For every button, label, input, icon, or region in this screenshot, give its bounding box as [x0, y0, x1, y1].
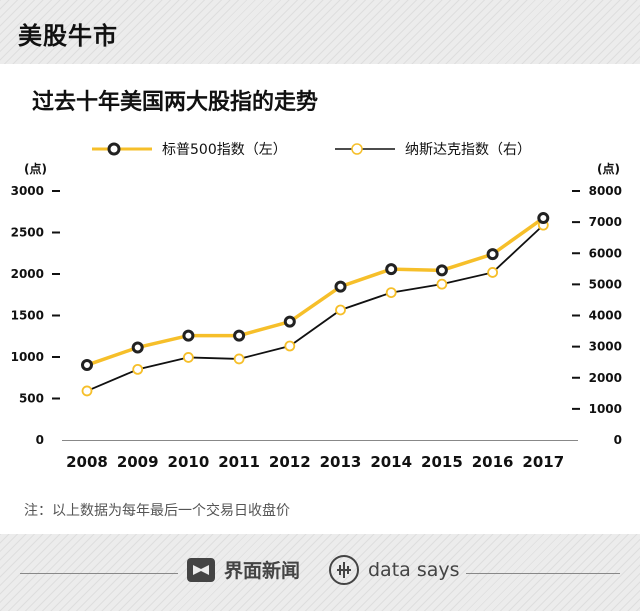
x-tick-label: 2010 [168, 453, 210, 471]
footer-logo-jiemian: 界面新闻 [186, 556, 300, 583]
data-point-sp500 [131, 341, 144, 354]
x-tick-label: 2013 [320, 453, 362, 471]
data-point-sp500 [537, 212, 550, 225]
data-point-sp500 [233, 329, 246, 342]
datasays-logo-icon [329, 555, 359, 585]
x-tick-label: 2008 [66, 453, 108, 471]
left-tick-label: 2000 [11, 267, 44, 281]
x-tick-label: 2009 [117, 453, 159, 471]
data-point-nasdaq [436, 278, 448, 290]
data-point-nasdaq [487, 267, 499, 278]
data-point-sp500 [334, 280, 347, 293]
data-point-sp500 [486, 248, 499, 261]
left-tick-label: 3000 [11, 184, 44, 198]
footer-divider-left [20, 573, 178, 574]
data-point-nasdaq [81, 385, 93, 397]
x-tick-label: 2014 [370, 453, 412, 471]
right-tick-label: 2000 [589, 371, 622, 385]
x-tick-label: 2015 [421, 453, 463, 471]
x-tick-label: 2016 [472, 453, 514, 471]
legend-item-nasdaq: 纳斯达克指数（右） [335, 140, 531, 158]
jiemian-logo-icon [187, 557, 215, 582]
header-band: 美股牛市 [0, 0, 640, 64]
legend-swatch-nasdaq-icon [335, 143, 395, 155]
right-tick-label: 5000 [589, 277, 622, 291]
legend-item-sp500: 标普500指数（左） [92, 140, 287, 158]
x-tick-label: 2011 [218, 453, 260, 471]
data-point-sp500 [81, 359, 93, 372]
chart-title: 过去十年美国两大股指的走势 [32, 90, 319, 115]
data-point-sp500 [182, 329, 195, 342]
x-tick-label: 2017 [522, 453, 564, 471]
right-tick-label: 7000 [589, 215, 622, 229]
x-tick-label: 2012 [269, 453, 311, 471]
data-point-sp500 [435, 264, 448, 277]
data-point-nasdaq [335, 304, 346, 316]
series-line-sp500 [86, 216, 545, 367]
right-tick-label: 6000 [589, 246, 622, 260]
footer-divider-right [466, 573, 620, 574]
left-tick-label: 2500 [11, 226, 44, 240]
left-axis-unit: (点) [24, 162, 47, 176]
data-point-sp500 [283, 315, 296, 328]
data-point-nasdaq [385, 287, 397, 298]
data-point-nasdaq [182, 352, 194, 363]
left-tick-label: 0 [36, 433, 44, 447]
right-tick-label: 0 [614, 433, 622, 447]
legend-label-nasdaq: 纳斯达克指数（右） [405, 142, 531, 158]
right-tick-label: 8000 [589, 184, 622, 198]
left-tick-label: 1000 [11, 350, 44, 364]
brand-title: 美股牛市 [18, 22, 118, 50]
footer-band: 界面新闻 data says [0, 534, 640, 611]
legend-label-sp500: 标普500指数（左） [162, 142, 287, 158]
data-point-nasdaq [132, 363, 144, 375]
data-point-sp500 [385, 263, 398, 276]
left-tick-label: 1500 [11, 309, 44, 323]
right-tick-label: 1000 [589, 402, 622, 416]
data-point-nasdaq [233, 353, 245, 365]
footer-logo-jiemian-text: 界面新闻 [224, 560, 301, 582]
right-tick-label: 4000 [589, 309, 622, 323]
footer-logo-datasays-text: data says [368, 559, 460, 581]
legend-swatch-sp500-icon [92, 142, 152, 156]
right-axis-unit: (点) [597, 162, 620, 176]
line-chart: 0 500 1000 1500 2000 2500 3000 0 1000 2000 3000 400… [11, 184, 622, 471]
left-tick-label: 500 [19, 392, 44, 406]
series-line-nasdaq [86, 224, 544, 392]
right-tick-label: 3000 [589, 340, 622, 354]
data-point-nasdaq [284, 340, 296, 352]
footnote: 注：以上数据为每年最后一个交易日收盘价 [24, 503, 290, 519]
footer-logo-datasays: data says [328, 554, 460, 586]
